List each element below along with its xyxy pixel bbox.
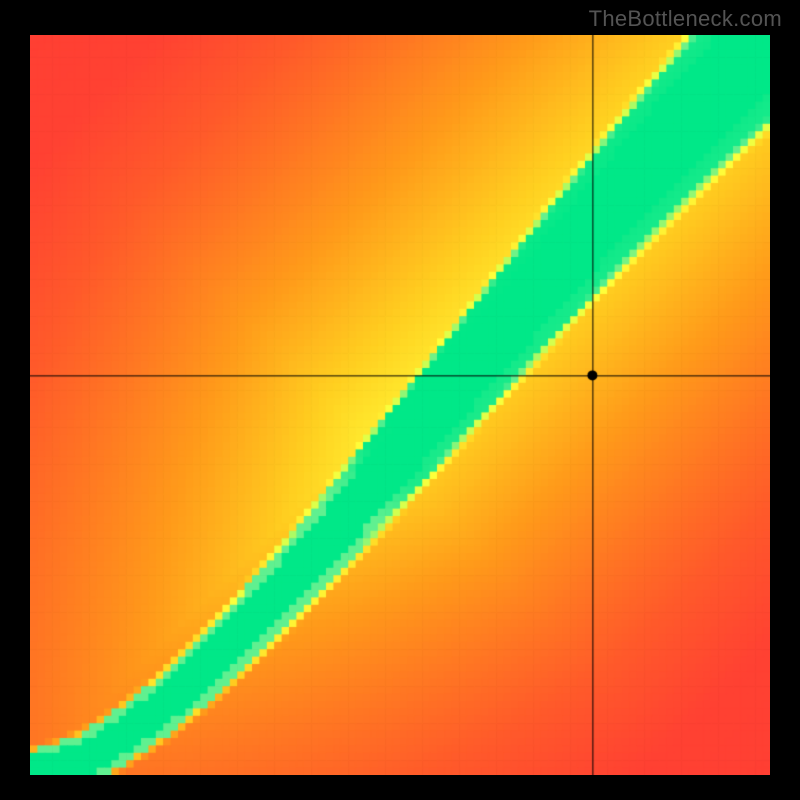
chart-container: TheBottleneck.com [0,0,800,800]
watermark-text: TheBottleneck.com [589,6,782,32]
bottleneck-heatmap [30,35,770,775]
